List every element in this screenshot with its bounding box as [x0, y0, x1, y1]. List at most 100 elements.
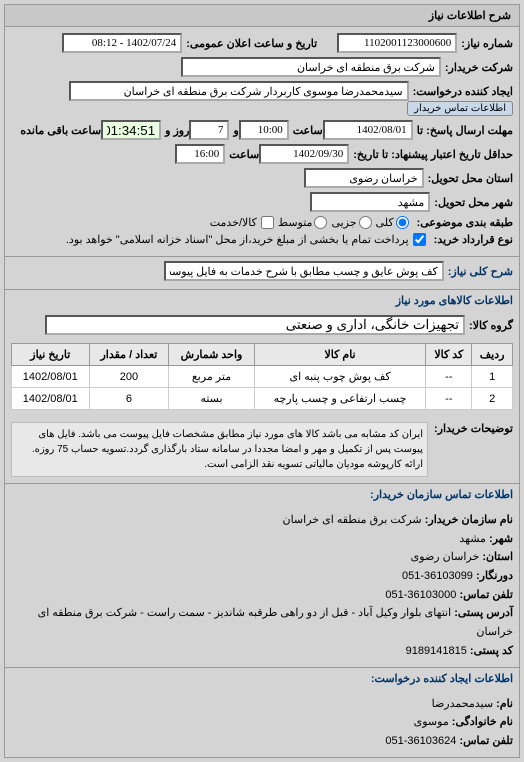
bc-city-label: شهر: — [489, 533, 513, 545]
days-field[interactable] — [189, 120, 229, 140]
buyer-contact-section: نام سازمان خریدار: شرکت برق منطقه ای خرا… — [5, 505, 519, 667]
cell-qty: 6 — [89, 388, 169, 410]
bc-postal: 9189141815 — [406, 645, 467, 657]
credit-time-label: ساعت — [229, 148, 259, 161]
row-requester: ایجاد کننده درخواست: اطلاعات تماس خریدار — [11, 81, 513, 116]
desc-block: توضیحات خریدار: ایران کد مشابه می باشد ک… — [5, 416, 519, 483]
bc-postal-label: کد پستی: — [470, 645, 513, 657]
row-group: گروه کالا: — [5, 311, 519, 339]
col-row: ردیف — [472, 344, 513, 366]
row-city: شهر محل تحویل: — [11, 192, 513, 212]
number-label: شماره نیاز: — [461, 37, 513, 50]
col-code: کد کالا — [426, 344, 472, 366]
bc-fax: 36103099-051 — [402, 570, 473, 582]
days-conj: و — [233, 124, 238, 137]
cell-name: کف پوش چوب پنبه ای — [254, 366, 426, 388]
desc-label: توضیحات خریدار: — [434, 422, 513, 477]
group-field[interactable] — [45, 315, 465, 335]
city-label: شهر محل تحویل: — [434, 196, 513, 209]
cc-name: سیدمحمدرضا — [432, 698, 493, 710]
cell-unit: متر مربع — [169, 366, 255, 388]
cc-family: موسوی — [414, 716, 449, 728]
col-unit: واحد شمارش — [169, 344, 255, 366]
buyer-label: شرکت خریدار: — [445, 61, 513, 74]
cell-unit: بسته — [169, 388, 255, 410]
bc-province-label: استان: — [482, 551, 513, 563]
radio-mid-input[interactable] — [314, 216, 327, 229]
public-date-label: تاریخ و ساعت اعلان عمومی: — [186, 37, 317, 50]
row-category: طبقه بندی موضوعی: کلی جزیی متوسط کالا/خد… — [11, 216, 513, 229]
contract-note: پرداخت تمام یا بخشی از مبلغ خرید،از محل … — [66, 233, 409, 246]
items-table: ردیف کد کالا نام کالا واحد شمارش تعداد /… — [11, 343, 513, 410]
remaining-time — [101, 120, 161, 140]
need-title-label: شرح کلی نیاز: — [448, 265, 513, 278]
credit-label: حداقل تاریخ اعتبار پیشنهاد: تا تاریخ: — [353, 148, 513, 161]
row-need-title: شرح کلی نیاز: — [5, 256, 519, 285]
requester-field[interactable] — [69, 81, 409, 101]
items-section-title: اطلاعات کالاهای مورد نیاز — [5, 289, 519, 311]
col-date: تاریخ نیاز — [12, 344, 90, 366]
contract-label: نوع قرارداد خرید: — [434, 233, 513, 246]
deadline-label: مهلت ارسال پاسخ: تا — [417, 124, 513, 137]
tab-title: شرح اطلاعات نیاز — [429, 10, 511, 22]
goods-label: کالا/خدمت — [210, 216, 257, 229]
contact-link[interactable]: اطلاعات تماس خریدار — [407, 101, 513, 116]
radio-all-input[interactable] — [396, 216, 409, 229]
province-field[interactable] — [304, 168, 424, 188]
cell-code: -- — [426, 366, 472, 388]
bc-address-label: آدرس پستی: — [454, 607, 513, 619]
desc-box: ایران کد مشابه می باشد کالا های مورد نیا… — [11, 422, 428, 477]
row-deadline: مهلت ارسال پاسخ: تا ساعت و روز و ساعت با… — [11, 120, 513, 140]
bc-city: مشهد — [459, 533, 486, 545]
table-row: 2 -- چسب ارتفاعی و چسب پارچه بسته 6 1402… — [12, 388, 513, 410]
buyer-contact-title: اطلاعات تماس سازمان خریدار: — [5, 483, 519, 505]
cell-name: چسب ارتفاعی و چسب پارچه — [254, 388, 426, 410]
bc-phone-label: تلفن تماس: — [459, 589, 513, 601]
city-field[interactable] — [310, 192, 430, 212]
creator-contact-section: نام: سیدمحمدرضا نام خانوادگی: موسوی تلفن… — [5, 689, 519, 757]
requester-label: ایجاد کننده درخواست: — [413, 85, 513, 98]
days-unit: روز و — [165, 124, 189, 137]
main-panel: شرح اطلاعات نیاز شماره نیاز: تاریخ و ساع… — [4, 4, 520, 758]
number-field[interactable] — [337, 33, 457, 53]
radio-partial[interactable]: جزیی — [331, 216, 371, 229]
table-row: 1 -- کف پوش چوب پنبه ای متر مربع 200 140… — [12, 366, 513, 388]
credit-date-field[interactable] — [259, 144, 349, 164]
creator-contact-title: اطلاعات ایجاد کننده درخواست: — [5, 667, 519, 689]
row-province: استان محل تحویل: — [11, 168, 513, 188]
cell-date: 1402/08/01 — [12, 366, 90, 388]
cell-code: -- — [426, 388, 472, 410]
bc-province: خراسان رضوی — [411, 551, 480, 563]
row-buyer: شرکت خریدار: — [11, 57, 513, 77]
credit-time-field[interactable] — [175, 144, 225, 164]
deadline-date-field[interactable] — [323, 120, 413, 140]
radio-all[interactable]: کلی — [376, 216, 409, 229]
radio-partial-input[interactable] — [359, 216, 372, 229]
form-section: شماره نیاز: تاریخ و ساعت اعلان عمومی: شر… — [5, 27, 519, 256]
row-credit: حداقل تاریخ اعتبار پیشنهاد: تا تاریخ: سا… — [11, 144, 513, 164]
deadline-time-label: ساعت — [293, 124, 323, 137]
deadline-time-field[interactable] — [239, 120, 289, 140]
table-header-row: ردیف کد کالا نام کالا واحد شمارش تعداد /… — [12, 344, 513, 366]
checkbox-goods[interactable] — [261, 216, 274, 229]
col-qty: تعداد / مقدار — [89, 344, 169, 366]
cell-n: 1 — [472, 366, 513, 388]
contract-checkbox[interactable] — [413, 233, 426, 246]
group-label: گروه کالا: — [469, 319, 513, 332]
bc-fax-label: دورنگار: — [476, 570, 513, 582]
buyer-field[interactable] — [181, 57, 441, 77]
table-wrap: ردیف کد کالا نام کالا واحد شمارش تعداد /… — [5, 343, 519, 416]
row-number: شماره نیاز: تاریخ و ساعت اعلان عمومی: — [11, 33, 513, 53]
cc-family-label: نام خانوادگی: — [452, 716, 513, 728]
public-date-field[interactable] — [62, 33, 182, 53]
cell-n: 2 — [472, 388, 513, 410]
row-contract: نوع قرارداد خرید: پرداخت تمام یا بخشی از… — [11, 233, 513, 246]
radio-mid[interactable]: متوسط — [278, 216, 328, 229]
org-label: نام سازمان خریدار: — [425, 514, 513, 526]
org-value: شرکت برق منطقه ای خراسان — [283, 514, 422, 526]
need-title-field[interactable] — [164, 261, 444, 281]
cc-phone-label: تلفن تماس: — [459, 735, 513, 747]
cell-date: 1402/08/01 — [12, 388, 90, 410]
bc-phone: 36103000-051 — [385, 589, 456, 601]
cc-name-label: نام: — [496, 698, 513, 710]
